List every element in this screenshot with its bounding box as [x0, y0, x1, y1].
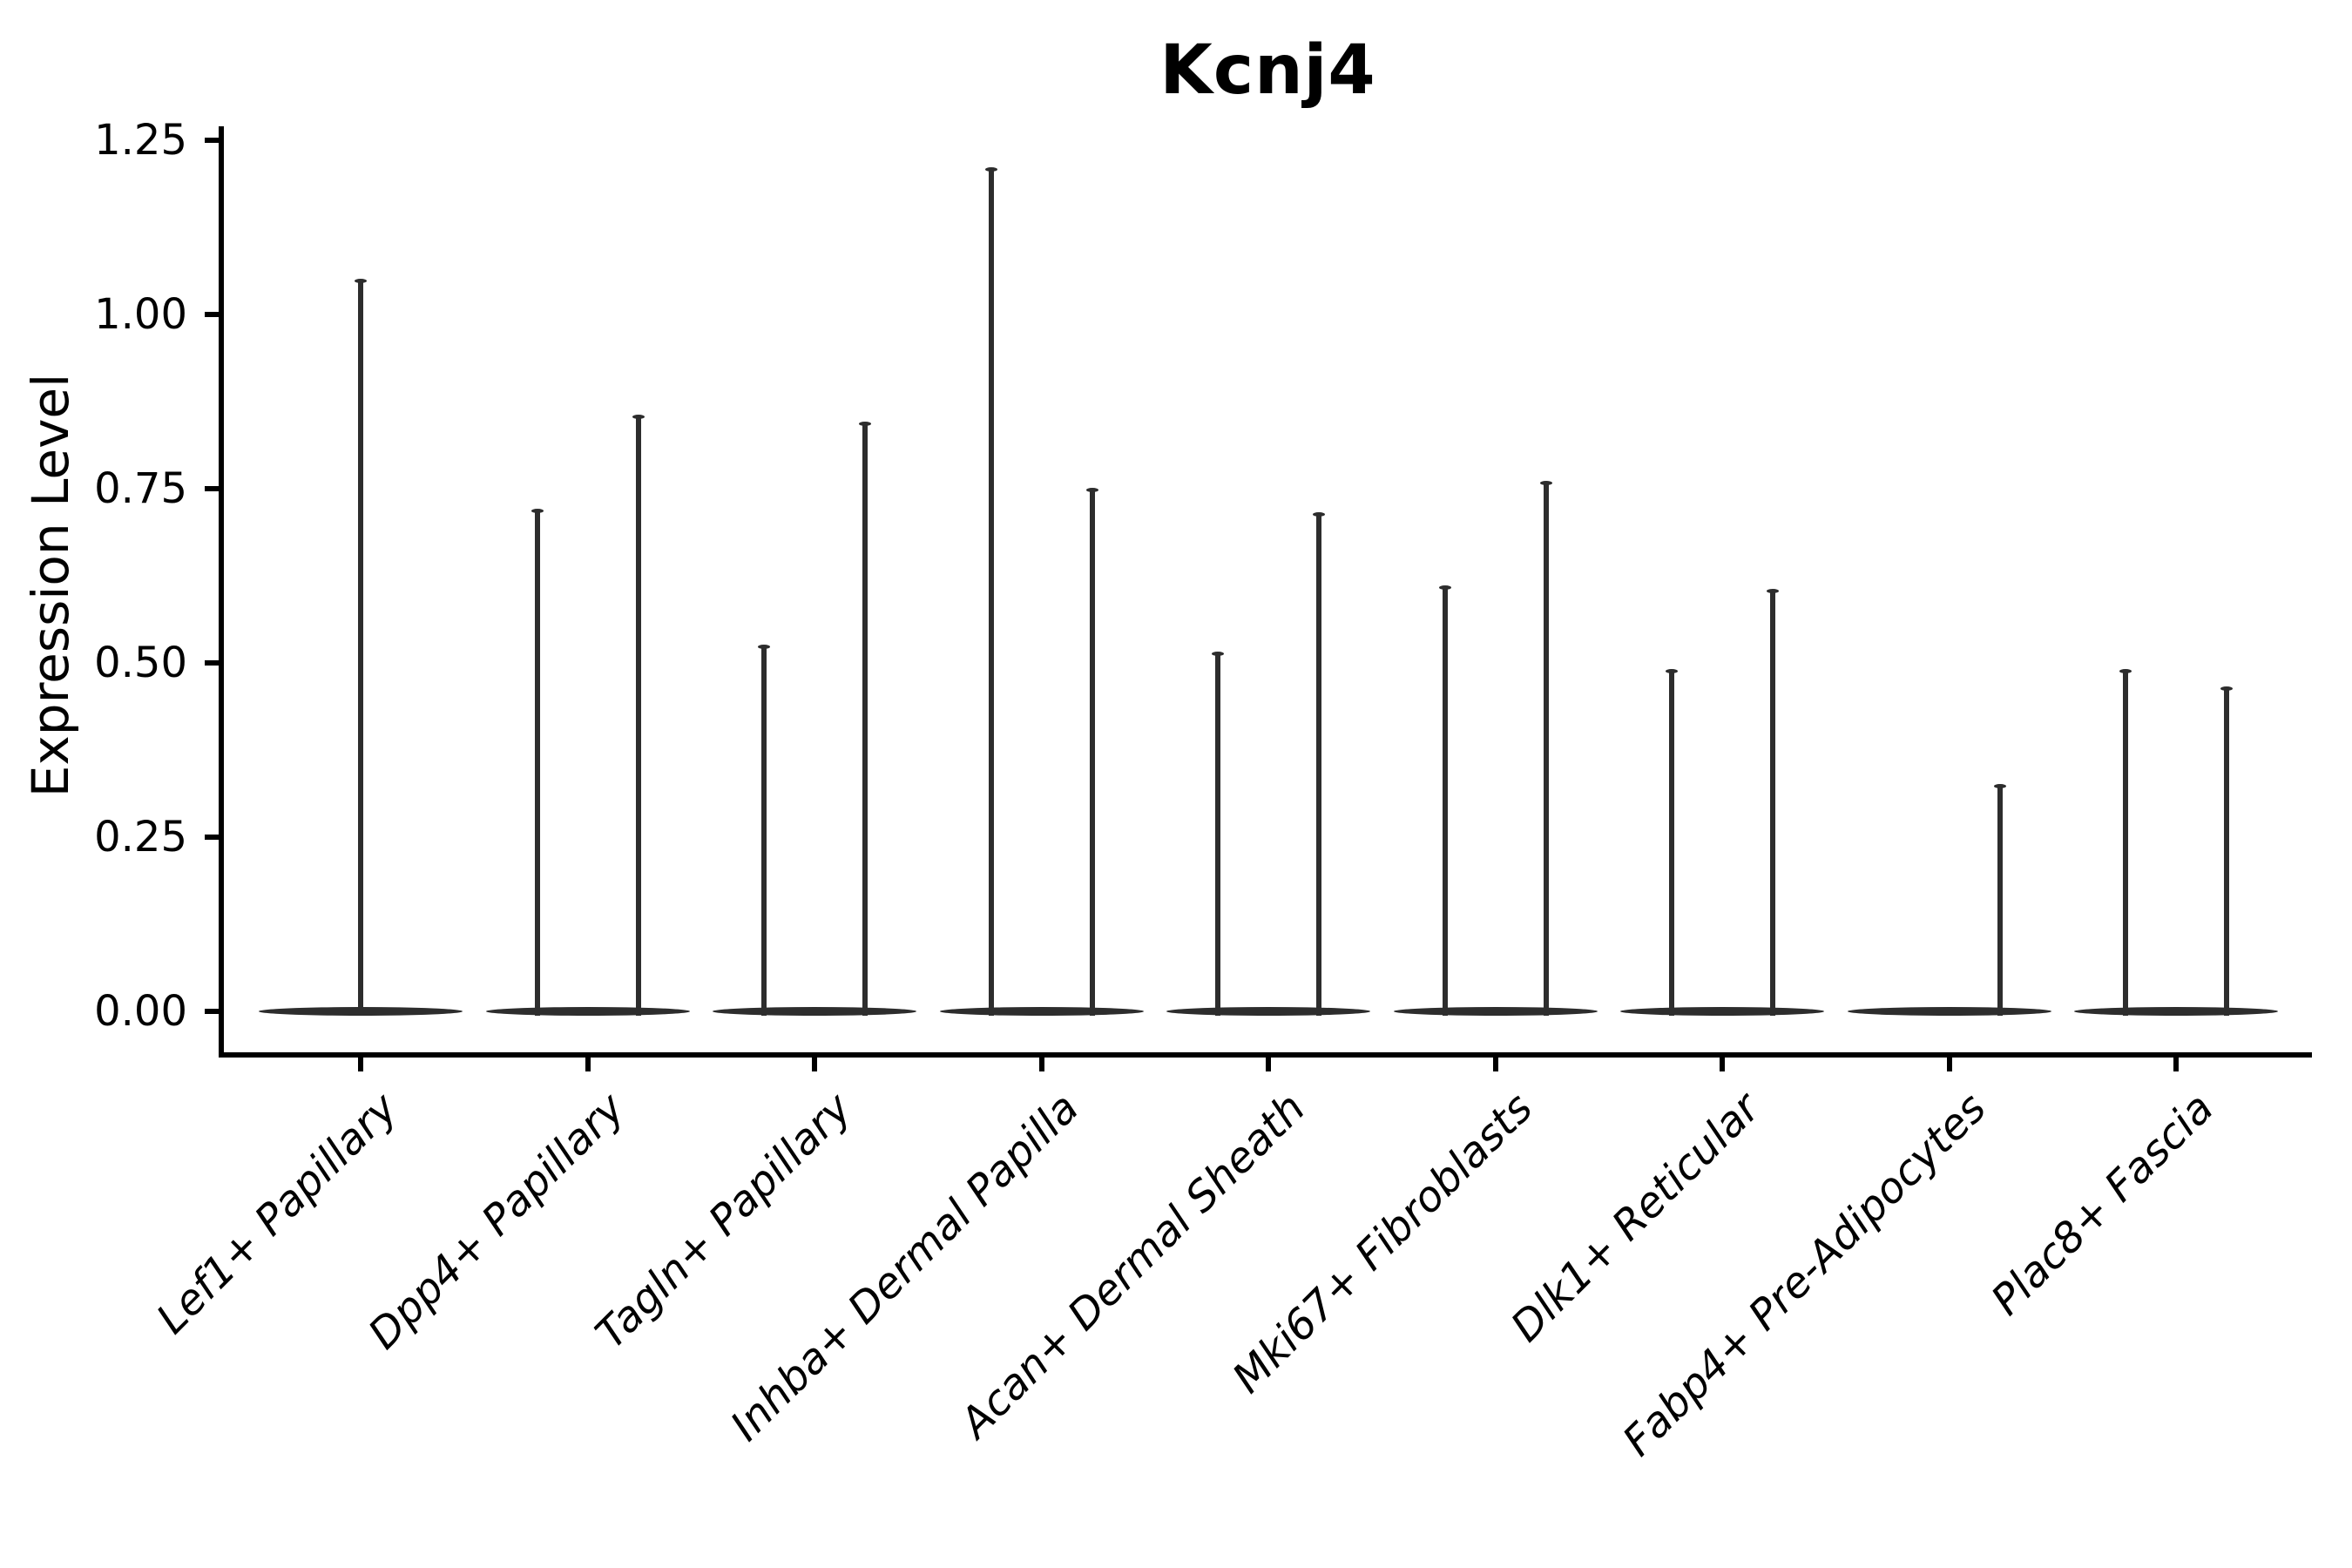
violin-spike [988, 168, 994, 1016]
violin-spike-cap [758, 645, 770, 649]
y-axis-spine [219, 126, 224, 1058]
violin-spike [2224, 687, 2229, 1016]
y-tick-label: 0.75 [94, 464, 187, 513]
violin-spike [1669, 670, 1674, 1016]
violin-spike [358, 280, 363, 1016]
violin-spike [2123, 670, 2128, 1016]
violin-spike [534, 510, 540, 1016]
violin-spike-cap [1539, 481, 1552, 485]
violin-spike [1089, 489, 1095, 1016]
y-tick [205, 660, 219, 666]
violin-spike [1442, 586, 1448, 1016]
violin-spike-cap [1666, 669, 1678, 673]
y-tick [205, 486, 219, 491]
violin-spike [1997, 785, 2003, 1016]
y-tick [205, 835, 219, 840]
x-tick-label: Lef1+ Papillary [147, 1084, 408, 1344]
y-axis-label: Expression Level [21, 373, 80, 798]
y-tick-label: 0.50 [94, 639, 187, 687]
violin-spike-cap [859, 422, 871, 426]
y-tick-label: 0.00 [94, 987, 187, 1036]
violin-baseline [1620, 1007, 1824, 1016]
violin-baseline [485, 1007, 690, 1016]
x-tick [1266, 1058, 1271, 1071]
violin-spike [761, 645, 767, 1016]
y-tick [205, 1009, 219, 1014]
violin-baseline [713, 1007, 916, 1016]
violin-spike [1215, 652, 1220, 1016]
y-tick-label: 1.00 [94, 290, 187, 339]
x-tick [1492, 1058, 1498, 1071]
violin-spike-cap [1313, 512, 1325, 517]
violin-spike-cap [1993, 784, 2006, 788]
violin-spike-cap [2119, 669, 2132, 673]
violin-spike-cap [632, 415, 645, 419]
violin-spike [1543, 482, 1549, 1016]
x-tick-label: Plac8+ Fascia [1981, 1084, 2223, 1325]
violin-baseline [1393, 1007, 1598, 1016]
x-tick-label: Dlk1+ Reticular [1501, 1084, 1769, 1352]
violin-spike-cap [355, 279, 367, 283]
violin-baseline [939, 1007, 1144, 1016]
violin-spike-cap [531, 509, 544, 513]
x-tick [1946, 1058, 1952, 1071]
violin-spike [1770, 590, 1775, 1016]
x-tick [1038, 1058, 1044, 1071]
violin-spike [862, 422, 868, 1016]
violin-spike-cap [1438, 585, 1451, 590]
x-tick [585, 1058, 591, 1071]
violin-spike-cap [1212, 652, 1224, 656]
violin-spike-cap [1767, 589, 1779, 593]
chart-title: Kcnj4 [1159, 31, 1376, 110]
x-axis-spine [219, 1052, 2312, 1058]
violin-spike [635, 416, 641, 1016]
violin-baseline [2074, 1007, 2278, 1016]
x-tick-label: Fabp4+ Pre-Adipocytes [1613, 1084, 1997, 1466]
violin-spike-cap [2220, 686, 2233, 691]
x-tick [2173, 1058, 2179, 1071]
y-tick-label: 1.25 [94, 116, 187, 165]
y-tick [205, 312, 219, 317]
violin-baseline [1847, 1007, 2051, 1016]
x-tick [812, 1058, 817, 1071]
violin-spike-cap [1085, 488, 1098, 492]
violin-spike-cap [984, 167, 997, 172]
x-tick [1720, 1058, 1725, 1071]
y-tick-label: 0.25 [94, 813, 187, 862]
violin-spike [1316, 513, 1321, 1016]
y-tick [205, 138, 219, 143]
violin-baseline [1166, 1007, 1370, 1016]
x-tick [358, 1058, 363, 1071]
